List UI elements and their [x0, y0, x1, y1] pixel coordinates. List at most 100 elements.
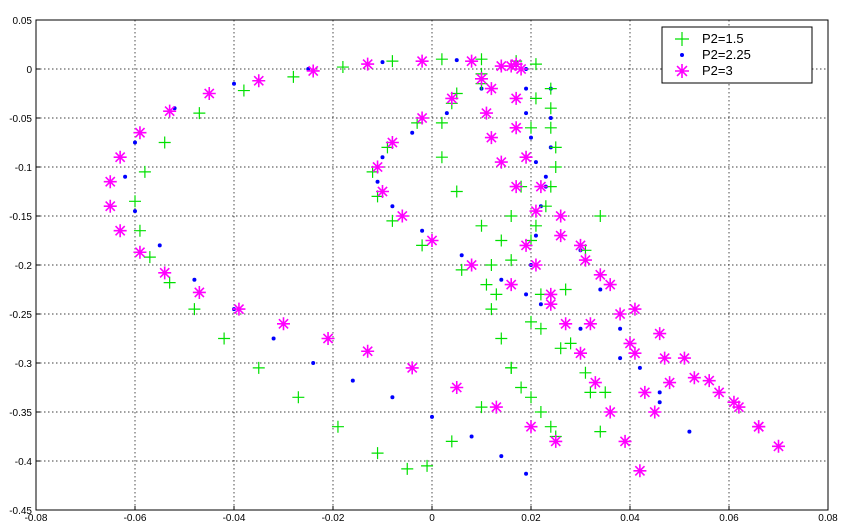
plus-marker	[579, 366, 592, 379]
axis-ticks: -0.08 -0.06 -0.04 -0.02 0 0.02 0.04 0.06 0.08 0.0…	[9, 16, 838, 523]
legend-marker-plus	[675, 32, 689, 46]
dot-marker	[469, 434, 474, 439]
star-marker	[554, 229, 568, 243]
dot-marker	[524, 471, 529, 476]
plus-marker	[534, 322, 547, 335]
plus-marker	[237, 84, 250, 97]
plus-marker	[475, 401, 488, 414]
dot-marker	[543, 174, 548, 179]
plus-marker	[534, 406, 547, 418]
dot-marker	[430, 414, 434, 419]
star-marker	[509, 57, 523, 71]
plus-marker	[564, 337, 577, 350]
dot-marker	[657, 390, 662, 395]
star-marker	[415, 54, 429, 68]
x-tick-label: 0.04	[620, 513, 640, 523]
star-marker	[494, 155, 508, 169]
star-marker	[306, 64, 320, 78]
plus-marker	[525, 234, 537, 247]
star-marker	[514, 62, 528, 76]
plus-marker	[559, 283, 572, 296]
star-marker	[574, 238, 587, 252]
star-marker	[633, 464, 647, 478]
plus-marker	[584, 386, 597, 399]
legend-marker-dot	[680, 53, 684, 57]
dot-marker	[538, 302, 543, 307]
series-dot	[123, 58, 692, 476]
dot-marker	[499, 454, 504, 459]
star-marker	[544, 287, 558, 301]
star-marker	[475, 72, 488, 86]
star-marker	[663, 376, 677, 390]
y-tick-label: -0.35	[9, 408, 32, 419]
star-marker	[376, 185, 389, 198]
star-marker	[638, 385, 652, 399]
y-tick-label: 0	[26, 65, 32, 76]
plus-marker	[525, 391, 537, 404]
plus-marker	[292, 391, 305, 404]
plus-marker	[163, 276, 176, 289]
star-marker	[158, 266, 172, 280]
grid	[36, 20, 828, 510]
star-marker	[494, 59, 508, 73]
plus-marker	[158, 136, 171, 149]
star-marker	[519, 150, 533, 164]
dot-marker	[637, 365, 642, 370]
plus-marker	[287, 70, 300, 83]
dot-marker	[390, 204, 395, 209]
star-marker	[509, 121, 523, 135]
star-marker	[361, 57, 375, 71]
plus-marker	[495, 234, 508, 247]
dot-marker	[311, 361, 316, 365]
plus-marker	[525, 315, 537, 328]
plus-marker	[539, 200, 552, 213]
star-marker	[405, 361, 419, 375]
y-tick-label: -0.2	[15, 261, 33, 272]
y-tick-label: -0.05	[9, 114, 32, 125]
star-marker	[732, 400, 746, 414]
dot-marker	[123, 174, 128, 179]
plus-marker	[401, 462, 414, 475]
x-tick-label: 0.02	[521, 513, 541, 523]
dot-marker	[524, 86, 529, 91]
star-marker	[113, 150, 127, 164]
plus-marker	[450, 185, 463, 198]
dot-marker	[454, 58, 459, 63]
star-marker	[529, 258, 543, 272]
star-marker	[712, 385, 726, 399]
dot-marker	[459, 253, 464, 258]
dot-marker	[350, 378, 355, 383]
dot-marker	[410, 130, 415, 135]
plus-marker	[599, 386, 612, 399]
star-marker	[578, 253, 592, 267]
star-marker	[549, 434, 563, 448]
legend-entry-label: P2=3	[702, 63, 733, 78]
plus-marker	[475, 53, 488, 66]
plus-marker	[421, 459, 434, 472]
dot-marker	[133, 209, 137, 214]
dot-marker	[578, 326, 583, 331]
series-plus	[129, 53, 612, 475]
plus-marker	[505, 210, 518, 222]
plus-marker	[475, 219, 488, 232]
star-marker	[628, 346, 642, 360]
y-tick-label: -0.15	[9, 212, 32, 223]
plus-marker	[490, 288, 503, 301]
x-tick-label: 0	[429, 513, 435, 523]
plus-marker	[544, 82, 557, 95]
dot-marker	[420, 228, 425, 233]
dot-marker	[687, 429, 692, 434]
star-marker	[133, 245, 147, 259]
plus-marker	[218, 332, 231, 345]
plus-marker	[435, 116, 448, 129]
star-marker	[574, 346, 587, 360]
dot-marker	[444, 111, 449, 116]
dot-marker	[618, 356, 623, 361]
plus-marker	[529, 92, 542, 105]
star-marker	[509, 91, 523, 105]
plus-marker	[371, 447, 384, 460]
dot-marker	[499, 277, 504, 282]
x-tick-label: -0.08	[25, 513, 48, 523]
plus-marker	[331, 420, 344, 433]
star-marker	[450, 381, 464, 394]
